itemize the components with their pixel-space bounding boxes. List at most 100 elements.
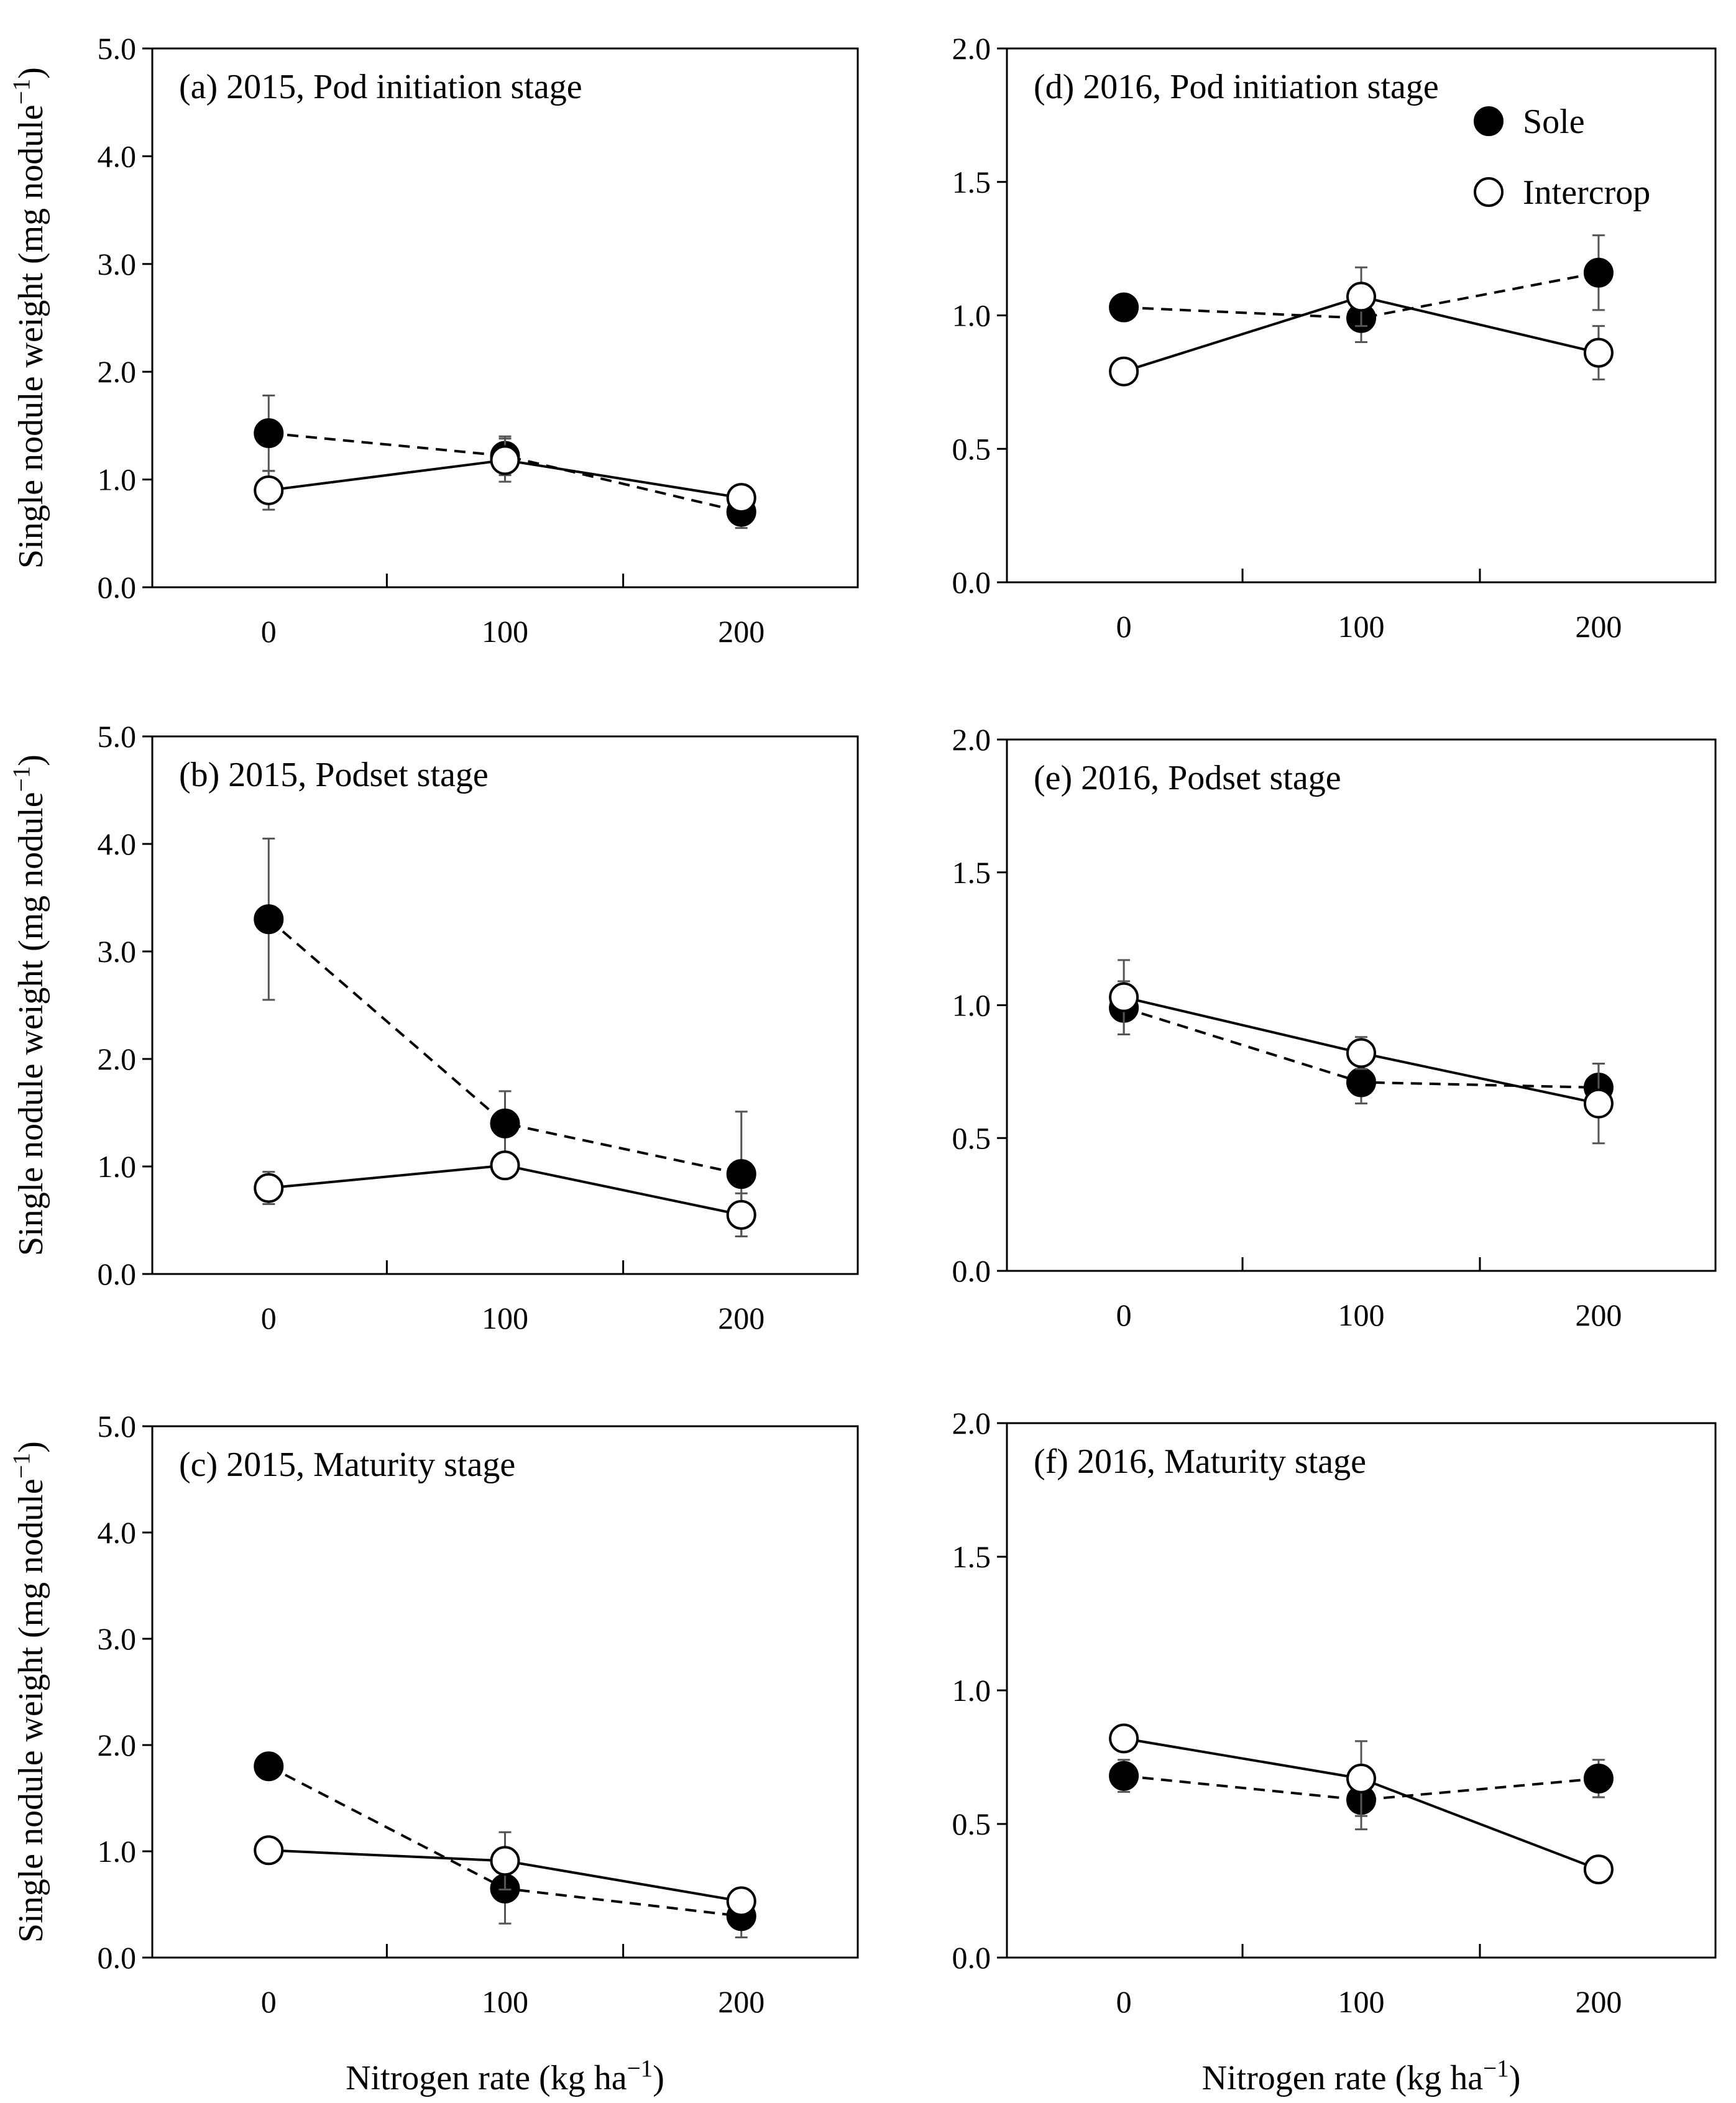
y-tick-label: 0.0 (98, 1257, 137, 1291)
y-tick-label: 0.0 (952, 1253, 991, 1288)
series-sole (1109, 1759, 1614, 1831)
data-point-intercrop (254, 475, 284, 505)
y-tick-label: 0.0 (952, 1940, 991, 1975)
panel-b: 0.0 1.0 2.0 3.0 4.0 5.0 0 100 200 (b) 2015, Podse… (8, 719, 859, 1336)
y-tick-label: 3.0 (98, 934, 137, 969)
y-tick-label: 4.0 (98, 827, 137, 861)
data-point-intercrop (254, 1835, 284, 1866)
y-tick-label: 3.0 (98, 247, 137, 282)
series-intercrop (1109, 959, 1614, 1145)
legend-marker (1474, 177, 1504, 207)
x-tick-label: 200 (718, 1301, 765, 1336)
series-intercrop (254, 1150, 756, 1237)
panel-d: 0.0 0.5 1.0 1.5 2.0 0 100 200 (d) 2016, Pod init… (952, 31, 1717, 644)
y-axis-title: Single nodule weight (mg nodule−1) (8, 67, 51, 569)
plot-frame (151, 47, 859, 589)
x-tick-label: 200 (1575, 1298, 1622, 1332)
data-point-intercrop (490, 1846, 520, 1876)
y-tick-label: 1.0 (952, 298, 991, 333)
data-point-intercrop (1109, 1723, 1139, 1754)
panel-a: 0.0 1.0 2.0 3.0 4.0 5.0 0 100 200 (a) 2015, Pod i… (8, 31, 859, 649)
plot-frame (151, 735, 859, 1275)
data-point-intercrop (254, 1173, 284, 1203)
y-axis-title: Single nodule weight (mg nodule−1) (8, 754, 51, 1256)
y-tick-label: 1.0 (952, 1673, 991, 1708)
y-tick-label: 4.0 (98, 1515, 137, 1550)
series-intercrop (254, 1831, 756, 1917)
x-tick-label: 0 (1116, 1298, 1132, 1332)
data-point-intercrop (490, 1150, 520, 1181)
data-point-intercrop (490, 445, 520, 475)
data-point-intercrop (726, 483, 756, 513)
y-tick-label: 3.0 (98, 1621, 137, 1656)
x-tick-label: 0 (261, 1301, 277, 1336)
panel-e: 0.0 0.5 1.0 1.5 2.0 0 100 200 (e) 2016, Podset s… (952, 722, 1717, 1332)
y-tick-label: 0.0 (98, 1940, 137, 1975)
y-tick-label: 0.5 (952, 1807, 991, 1841)
data-point-intercrop (726, 1886, 756, 1917)
data-point-sole (1583, 1763, 1614, 1794)
x-axis-title: Nitrogen rate (kg ha−1) (346, 2055, 664, 2098)
data-point-sole (726, 1159, 756, 1189)
series-line-sole (1123, 1774, 1599, 1802)
y-axis-title: Single nodule weight (mg nodule−1) (8, 1441, 51, 1943)
y-tick-label: 5.0 (98, 1409, 137, 1444)
panel-title: (c) 2015, Maturity stage (179, 1446, 515, 1484)
data-point-intercrop (1109, 982, 1139, 1012)
x-tick-label: 0 (1116, 1984, 1132, 2019)
data-point-sole (254, 904, 284, 935)
data-point-sole (1583, 257, 1614, 288)
series-intercrop (254, 438, 756, 513)
y-tick-label: 2.0 (98, 1728, 137, 1762)
x-tick-label: 0 (261, 614, 277, 649)
panel-title: (f) 2016, Maturity stage (1034, 1442, 1366, 1481)
data-point-sole (1109, 292, 1139, 323)
data-point-sole (1346, 1067, 1376, 1097)
y-tick-label: 1.5 (952, 855, 991, 890)
series-intercrop (1109, 266, 1614, 387)
series-line-sole (1124, 271, 1599, 319)
y-tick-label: 1.0 (98, 462, 137, 497)
y-tick-label: 5.0 (98, 719, 137, 754)
legend: Sole Intercrop (1474, 103, 1650, 212)
x-tick-label: 100 (1338, 609, 1385, 644)
y-tick-label: 0.5 (952, 431, 991, 466)
y-tick-label: 0.0 (98, 570, 137, 605)
legend-label: Sole (1523, 103, 1585, 141)
x-tick-label: 100 (482, 614, 528, 649)
panel-f: 0.0 0.5 1.0 1.5 2.0 0 100 200 (f) 2016, Maturity… (952, 1406, 1717, 2098)
data-point-intercrop (1346, 1763, 1376, 1794)
y-tick-label: 1.5 (952, 1539, 991, 1574)
y-tick-label: 0.0 (952, 565, 991, 600)
x-tick-label: 100 (482, 1301, 528, 1336)
series-sole (1109, 234, 1614, 343)
y-tick-label: 2.0 (952, 31, 991, 66)
x-tick-label: 100 (1338, 1298, 1385, 1332)
y-tick-label: 1.0 (952, 988, 991, 1023)
x-tick-label: 200 (718, 614, 765, 649)
data-point-sole (254, 1751, 284, 1782)
y-tick-label: 2.0 (952, 722, 991, 757)
y-tick-label: 0.5 (952, 1120, 991, 1155)
data-point-intercrop (1109, 356, 1139, 387)
data-point-intercrop (1346, 1038, 1376, 1068)
y-tick-label: 2.0 (952, 1406, 991, 1441)
x-tick-label: 0 (1116, 609, 1132, 644)
series-intercrop (1109, 1723, 1614, 1885)
data-point-intercrop (726, 1199, 756, 1230)
data-point-sole (254, 418, 284, 449)
y-tick-label: 1.0 (98, 1834, 137, 1869)
legend-marker (1474, 106, 1504, 136)
plot-frame (151, 1425, 859, 1959)
y-tick-label: 2.0 (98, 1042, 137, 1076)
y-tick-label: 1.0 (98, 1149, 137, 1184)
data-point-sole (1109, 1761, 1139, 1791)
x-tick-label: 100 (482, 1984, 528, 2019)
x-tick-label: 200 (1575, 609, 1622, 644)
x-tick-label: 200 (1575, 1984, 1622, 2019)
data-point-intercrop (1583, 337, 1614, 368)
legend-label: Intercrop (1523, 173, 1650, 212)
y-tick-label: 1.5 (952, 165, 991, 199)
x-axis-title: Nitrogen rate (kg ha−1) (1202, 2055, 1521, 2098)
